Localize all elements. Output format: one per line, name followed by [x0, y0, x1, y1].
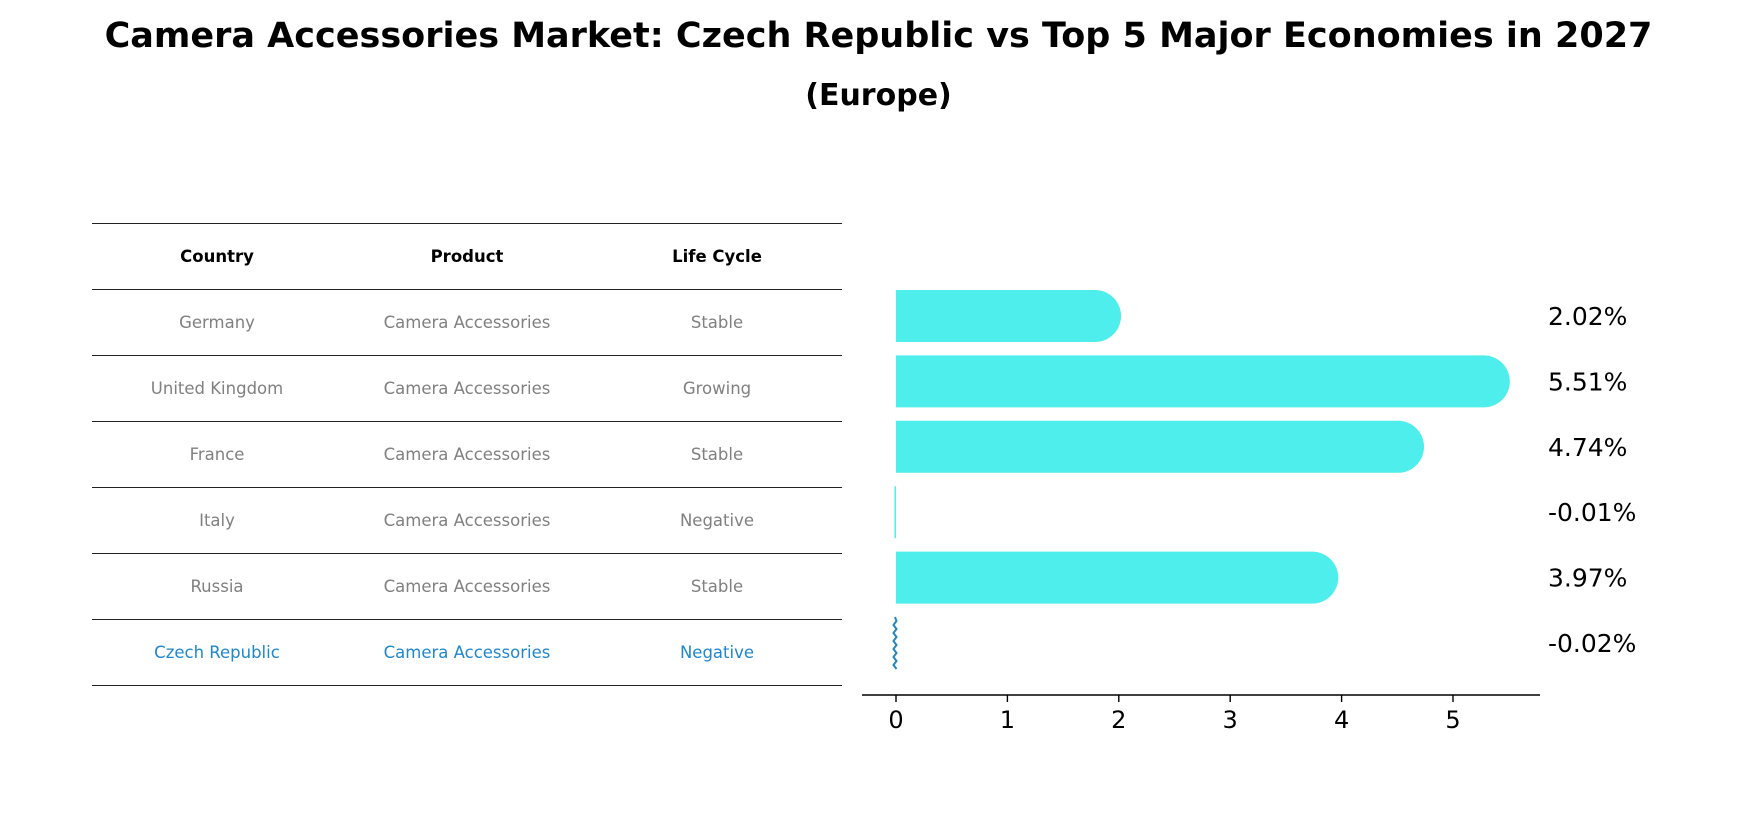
- header-country: Country: [92, 223, 342, 290]
- cell-life-cycle: Stable: [592, 289, 842, 356]
- cell-product: Camera Accessories: [342, 619, 592, 686]
- cell-life-cycle: Negative: [592, 487, 842, 554]
- cell-life-cycle: Stable: [592, 421, 842, 488]
- bar-russia: [896, 551, 1339, 604]
- x-tick-label: 5: [1445, 706, 1460, 734]
- value-label-italy: -0.01%: [1548, 498, 1636, 527]
- cell-country: France: [92, 421, 342, 488]
- bar-czech-republic: [892, 616, 898, 670]
- x-tick-label: 3: [1223, 706, 1238, 734]
- bar-italy: [894, 486, 896, 539]
- x-tick-label: 1: [1000, 706, 1015, 734]
- table-row: Italy Camera Accessories Negative: [92, 487, 842, 554]
- cell-country: Czech Republic: [92, 619, 342, 686]
- table-row: Germany Camera Accessories Stable: [92, 289, 842, 356]
- cell-product: Camera Accessories: [342, 553, 592, 620]
- cell-country: Russia: [92, 553, 342, 620]
- bar-france: [896, 420, 1425, 473]
- bar-united-kingdom: [896, 355, 1510, 408]
- value-label-czech-republic: -0.02%: [1548, 629, 1636, 658]
- cell-product: Camera Accessories: [342, 355, 592, 422]
- table-row: United Kingdom Camera Accessories Growin…: [92, 355, 842, 422]
- cell-product: Camera Accessories: [342, 487, 592, 554]
- chart-title: Camera Accessories Market: Czech Republi…: [104, 16, 1653, 56]
- table-row: France Camera Accessories Stable: [92, 421, 842, 488]
- bar-germany: [896, 290, 1122, 342]
- cell-life-cycle: Stable: [592, 553, 842, 620]
- cell-life-cycle: Negative: [592, 619, 842, 686]
- value-label-russia: 3.97%: [1548, 564, 1627, 593]
- cell-product: Camera Accessories: [342, 421, 592, 488]
- chart-subtitle: (Europe): [805, 78, 952, 113]
- cell-country: United Kingdom: [92, 355, 342, 422]
- header-product: Product: [342, 223, 592, 290]
- table-row-highlight: Czech Republic Camera Accessories Negati…: [92, 619, 842, 686]
- cell-product: Camera Accessories: [342, 289, 592, 356]
- value-label-united-kingdom: 5.51%: [1548, 367, 1627, 396]
- x-tick-label: 0: [888, 706, 903, 734]
- value-label-france: 4.74%: [1548, 433, 1627, 462]
- cell-country: Germany: [92, 289, 342, 356]
- country-table: Country Product Life Cycle Germany Camer…: [92, 223, 842, 686]
- cell-country: Italy: [92, 487, 342, 554]
- x-tick-label: 2: [1111, 706, 1126, 734]
- table-row: Russia Camera Accessories Stable: [92, 553, 842, 620]
- table-header-row: Country Product Life Cycle: [92, 223, 842, 290]
- x-tick-label: 4: [1334, 706, 1349, 734]
- value-label-germany: 2.02%: [1548, 302, 1627, 331]
- header-life-cycle: Life Cycle: [592, 223, 842, 290]
- cell-life-cycle: Growing: [592, 355, 842, 422]
